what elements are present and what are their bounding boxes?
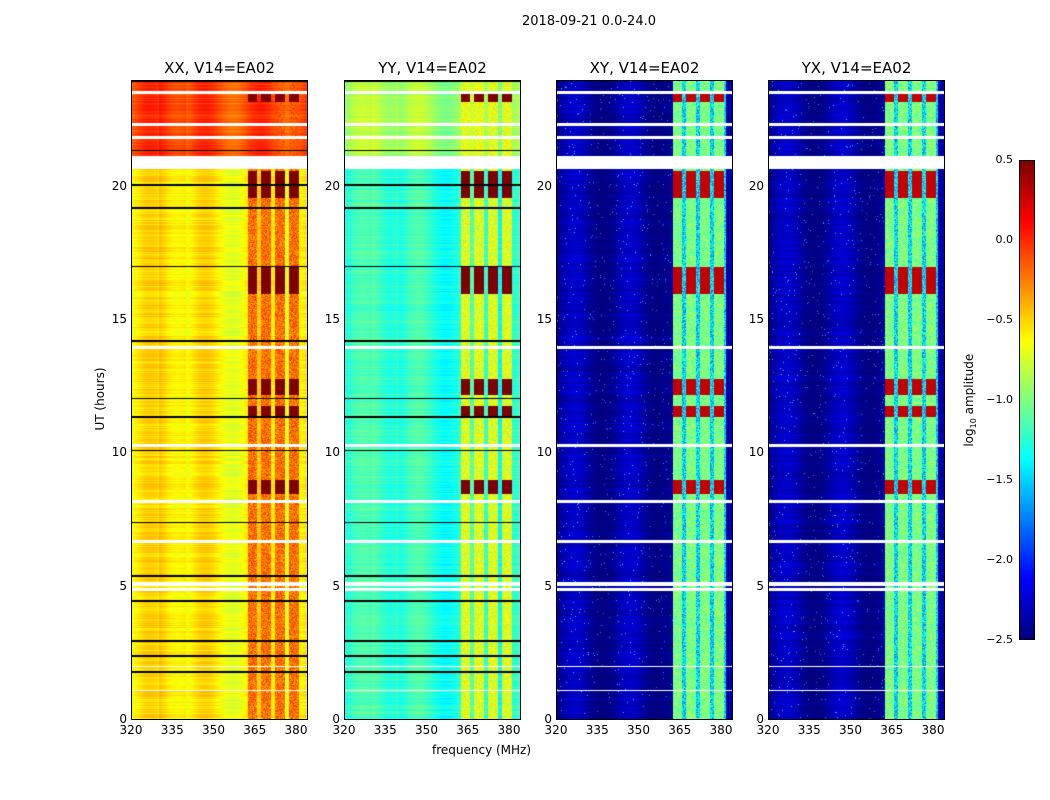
colorbar-tick-label: −0.5 (986, 313, 1013, 326)
x-tick-label: 335 (373, 723, 397, 737)
colorbar-label: log10 amplitude (962, 335, 978, 465)
y-tick-label: 20 (536, 178, 552, 193)
panel-title-yx: YX, V14=EA02 (801, 59, 912, 77)
y-tick-label: 5 (756, 578, 764, 593)
y-tick-label: 10 (748, 445, 764, 460)
colorbar-gradient (1020, 161, 1034, 639)
y-tick-label: 15 (324, 312, 340, 326)
y-tick-label: 0 (544, 712, 552, 726)
x-tick-label: 380 (709, 723, 733, 737)
colorbar-tick-label: −1.5 (986, 473, 1013, 486)
x-tick-label: 365 (880, 723, 904, 737)
y-tick-label: 20 (111, 178, 127, 193)
y-tick-label: 15 (111, 312, 127, 326)
y-tick-label: 20 (748, 178, 764, 193)
colorbar-tick-label: −1.0 (986, 393, 1013, 406)
y-tick-label: 15 (748, 312, 764, 326)
x-tick-label: 335 (797, 723, 821, 737)
colorbar-tick-label: 0.5 (995, 153, 1014, 166)
x-tick-label: 380 (284, 723, 308, 737)
heatmap-canvas-xy (557, 81, 732, 719)
y-tick-label: 20 (324, 178, 340, 193)
colorbar-tick-label: 0.0 (995, 233, 1014, 246)
x-tick-label: 320 (544, 723, 568, 737)
panel-title-xy: XY, V14=EA02 (589, 59, 700, 77)
x-tick-label: 350 (202, 723, 225, 737)
y-tick-label: 10 (324, 445, 340, 460)
x-tick-label: 380 (497, 723, 521, 737)
colorbar-tick-label: −2.0 (986, 553, 1013, 566)
colorbar-label-text: amplitude (961, 353, 976, 419)
x-tick-label: 350 (415, 723, 438, 737)
x-tick-label: 320 (332, 723, 356, 737)
heatmap-canvas-yy (345, 81, 520, 719)
x-axis-label: frequency (MHz) (432, 743, 532, 757)
y-tick-label: 10 (536, 445, 552, 460)
y-tick-label: 10 (111, 445, 127, 460)
heatmap-xy (556, 80, 733, 720)
y-tick-label: 5 (119, 578, 127, 593)
panel-title-xx: XX, V14=EA02 (164, 59, 275, 77)
heatmap-canvas-xx (132, 81, 307, 719)
x-tick-label: 350 (627, 723, 650, 737)
y-tick-label: 0 (332, 712, 340, 726)
y-tick-label: 5 (332, 578, 340, 593)
x-tick-label: 320 (119, 723, 143, 737)
colorbar (1019, 160, 1035, 640)
x-tick-label: 320 (756, 723, 780, 737)
y-tick-label: 0 (119, 712, 127, 726)
heatmap-yx (768, 80, 945, 720)
figure-title: 2018-09-21 0.0-24.0 (522, 14, 656, 29)
x-tick-label: 335 (585, 723, 609, 737)
x-tick-label: 365 (456, 723, 480, 737)
colorbar-label-log: log (961, 428, 976, 447)
heatmap-xx (131, 80, 308, 720)
y-tick-label: 15 (536, 312, 552, 326)
colorbar-tick-label: −2.5 (986, 633, 1013, 646)
x-tick-label: 365 (243, 723, 267, 737)
heatmap-canvas-yx (769, 81, 944, 719)
x-tick-label: 335 (160, 723, 184, 737)
y-tick-label: 5 (544, 578, 552, 593)
y-axis-label: UT (hours) (93, 367, 107, 431)
panel-title-yy: YY, V14=EA02 (378, 59, 487, 77)
colorbar-label-sub: 10 (969, 418, 979, 429)
y-tick-label: 0 (756, 712, 764, 726)
x-tick-label: 350 (839, 723, 862, 737)
x-tick-label: 380 (921, 723, 945, 737)
heatmap-yy (344, 80, 521, 720)
x-tick-label: 365 (668, 723, 692, 737)
